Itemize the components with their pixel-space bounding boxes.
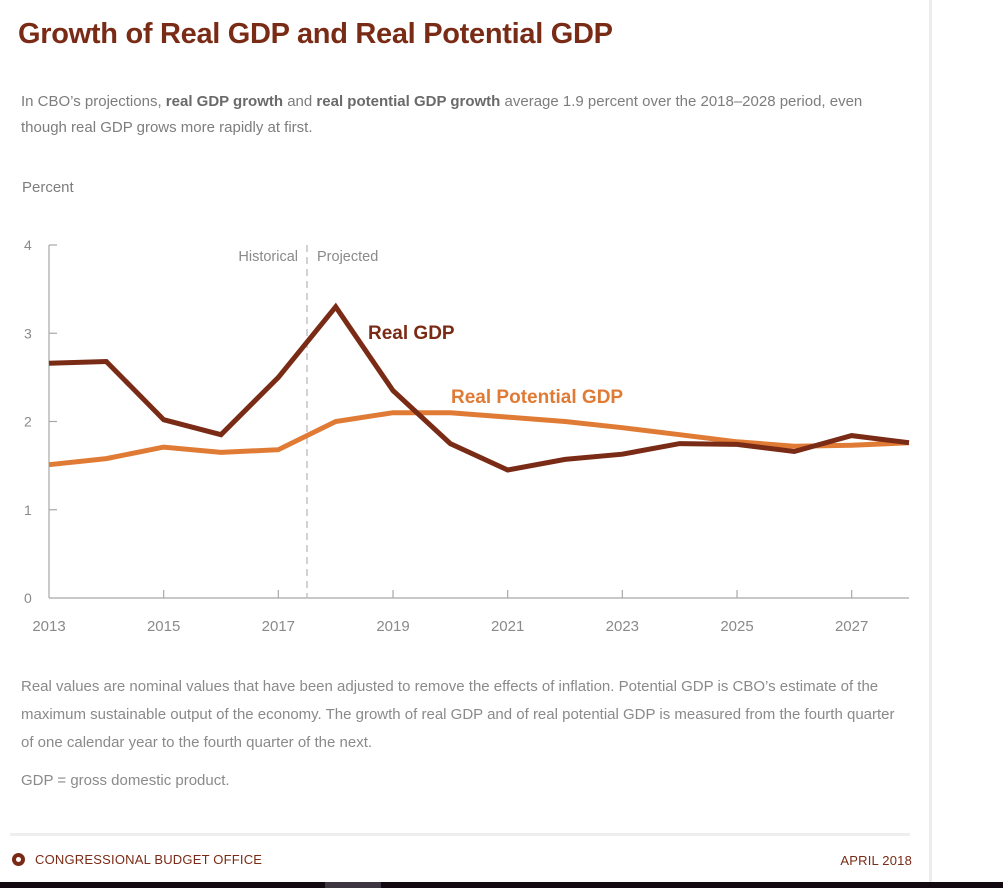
subtitle-emphasis: real potential GDP growth	[316, 93, 501, 110]
subtitle-emphasis: real GDP growth	[165, 93, 284, 110]
y-tick-label: 1	[24, 502, 32, 518]
footer-org: CONGRESSIONAL BUDGET OFFICE	[12, 852, 262, 867]
footer-rule	[10, 833, 910, 836]
publication-date: APRIL 2018	[840, 853, 912, 868]
x-tick-label: 2027	[835, 618, 868, 635]
real-potential-gdp-line	[48, 410, 910, 468]
taskbar-strip	[0, 882, 1003, 888]
y-axis-label: Percent	[22, 179, 74, 196]
real-gdp-label: Real GDP	[368, 323, 455, 344]
chart-notes: Real values are nominal values that have…	[21, 678, 895, 751]
x-tick-label: 2025	[720, 618, 753, 635]
org-name: CONGRESSIONAL BUDGET OFFICE	[35, 852, 263, 867]
y-tick-label: 2	[24, 414, 32, 430]
x-tick-label: 2019	[376, 618, 409, 635]
projected-label: Projected	[317, 249, 378, 265]
x-tick-label: 2023	[606, 618, 639, 635]
subtitle-text: and	[283, 93, 317, 110]
y-tick-label: 3	[24, 325, 32, 341]
x-tick-label: 2017	[262, 618, 295, 635]
x-tick-label: 2015	[147, 618, 180, 635]
y-tick-label: 4	[24, 237, 32, 253]
historical-label: Historical	[238, 249, 298, 265]
taskbar-item	[325, 882, 381, 888]
line-chart: 0 1 2 3 4 2013 2015 2017 2019 2021 2023 2025 2027 Hi…	[24, 237, 910, 635]
subtitle-text: In CBO’s projections,	[21, 93, 166, 110]
page-divider	[929, 0, 932, 882]
y-tick-label: 0	[24, 590, 32, 606]
real-gdp-line	[48, 302, 910, 473]
cbo-logo-icon	[12, 853, 25, 866]
subtitle-text: average 1.9 percent over the 2018–2028 p…	[21, 93, 863, 136]
historical-projected-divider: Historical Projected	[238, 245, 378, 598]
x-tick-label: 2013	[32, 618, 65, 635]
series-lines	[48, 302, 910, 473]
gdp-definition: GDP = gross domestic product.	[21, 772, 230, 789]
axes: 0 1 2 3 4 2013 2015 2017 2019 2021 2023 2025 2027	[24, 237, 909, 635]
real-potential-gdp-label: Real Potential GDP	[451, 387, 623, 408]
series-labels: Real GDP Real Potential GDP	[368, 323, 623, 408]
chart-subtitle: In CBO’s projections, real GDP growth an…	[21, 89, 881, 141]
chart-title: Growth of Real GDP and Real Potential GD…	[18, 18, 613, 50]
x-tick-label: 2021	[491, 618, 524, 635]
